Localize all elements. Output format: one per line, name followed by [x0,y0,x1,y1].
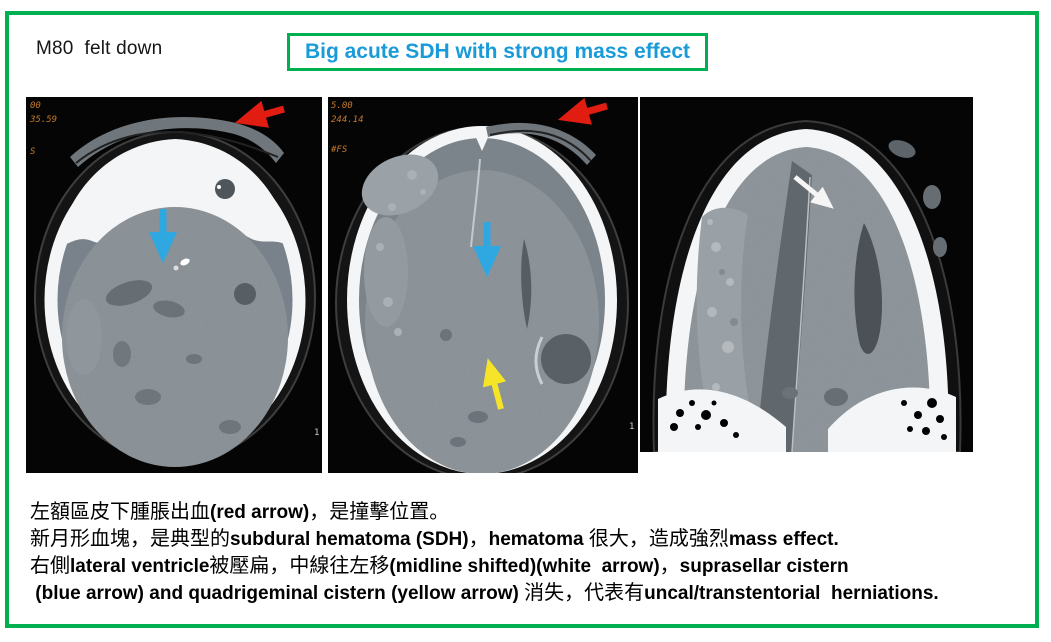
overlay-value: #FS [330,145,348,155]
calcification-spot [180,258,190,266]
note-segment-zh: ， [468,528,489,550]
compressed-lateral-ventricle [854,223,883,354]
note-segment-zh: 左額區皮下腫脹出血 [30,501,210,523]
ct-scan-axial-skullbase: 00 35.59 S 1 [26,97,322,473]
subdural-hematoma-region [361,154,439,336]
ct-image-3 [640,97,973,452]
note-segment-en: (midline shifted)(white arrow) [389,556,660,577]
ct-overlay-values: 00 35.59 S 1 [29,101,319,438]
note-line-4: (blue arrow) and quadrigeminal cistern (… [30,580,1032,607]
note-segment-en: mass effect. [728,529,839,550]
overlay-value: 244.14 [331,115,364,125]
red-arrow-icon [557,97,608,125]
slide-title: Big acute SDH with strong mass effect [304,40,691,63]
note-segment-zh: ， [659,555,680,577]
note-segment-en: subdural hematoma (SDH) [230,529,469,550]
note-segment-en: suprasellar cistern [679,556,849,577]
brain [361,154,599,473]
note-segment-en: uncal/transtentorial herniations. [644,583,939,604]
overlay-value: 00 [30,101,41,111]
note-segment-zh: ，是撞擊位置。 [309,501,450,523]
petrous-bones [658,387,956,452]
ct-image-1: 00 35.59 S 1 [26,97,322,473]
compressed-ventricle [521,239,532,329]
overlay-value: 5.00 [331,101,353,111]
findings-notes: 左額區皮下腫脹出血(red arrow)，是撞擊位置。 新月形血塊，是典型的su… [30,499,1032,607]
note-line-1: 左額區皮下腫脹出血(red arrow)，是撞擊位置。 [30,499,1032,526]
ct-scan-coronal [640,97,973,452]
white-arrow-icon [793,175,834,209]
note-segment-en: (blue arrow) and quadrigeminal cistern (… [30,583,525,604]
note-line-2: 新月形血塊，是典型的subdural hematoma (SDH)，hemato… [30,526,1032,553]
ct-overlay-values: 5.00 244.14 #FS 1 [330,101,634,432]
slice-number: 1 [314,428,319,438]
note-segment-en: hematoma [488,529,589,550]
scalp-swelling [70,116,284,167]
note-segment-zh: 很大，造成強烈 [588,528,729,550]
ct-scan-axial-ventricles: 5.00 244.14 #FS 1 [328,97,638,473]
note-segment-en: (red arrow) [210,502,310,523]
overlay-value: S [30,147,36,157]
note-line-3: 右側lateral ventricle被壓扁，中線往左移(midline shi… [30,553,1032,580]
slide-border [5,11,1039,628]
note-segment-zh: 消失，代表有 [524,582,645,604]
scalp-swelling [486,122,596,165]
note-segment-zh: 右側 [30,555,70,577]
note-segment-en: lateral ventricle [70,556,210,577]
note-segment-zh: 被壓扁，中線往左移 [209,555,390,577]
case-label: M80 felt down [36,38,163,59]
overlay-value: 35.59 [29,115,57,125]
shifted-midline-band [756,161,812,452]
note-segment-zh: 新月形血塊，是典型的 [30,528,230,550]
red-arrow-icon [234,100,285,128]
title-box: Big acute SDH with strong mass effect [287,33,708,71]
yellow-arrow-icon [482,358,507,410]
ct-image-2: 5.00 244.14 #FS 1 [328,97,638,473]
slice-number: 1 [629,422,634,432]
